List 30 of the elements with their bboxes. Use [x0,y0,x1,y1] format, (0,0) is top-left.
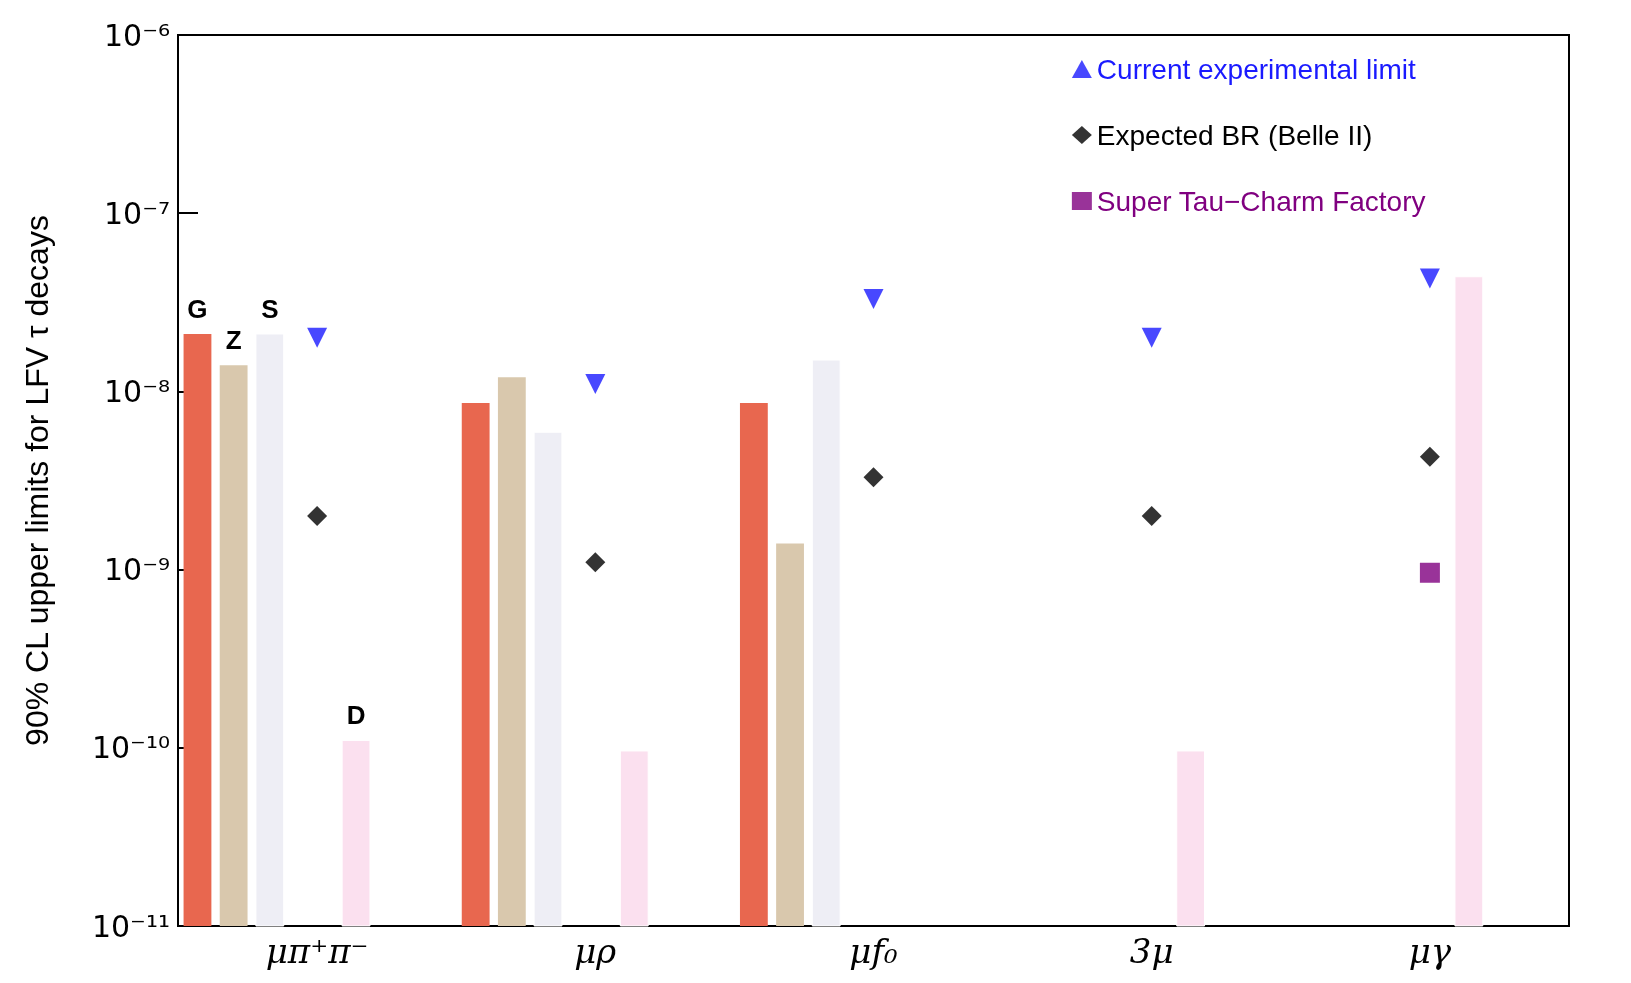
y-tick-label: 10⁻⁹ [103,552,170,588]
annotation: G [187,293,208,324]
point [1141,505,1162,526]
x-tick-label: μγ [1408,931,1452,971]
legend-label: Current experimental limit [1096,53,1417,85]
point [1419,268,1440,289]
point [307,327,328,348]
annotation: Z [225,325,242,356]
point [307,505,328,526]
x-tick-label: μρ [574,931,617,971]
legend-label: Super Tau−Charm Factory [1096,185,1426,217]
y-tick-label: 10⁻¹⁰ [91,730,170,766]
x-tick-label: 3μ [1129,931,1174,971]
point [1419,446,1440,467]
point [863,289,884,309]
point [1141,327,1162,348]
point [585,374,606,395]
annotation: S [261,293,279,324]
point [585,552,606,573]
x-tick-label: μf₀ [849,931,899,971]
annotation: D [346,700,366,731]
legend-label: Expected BR (Belle II) [1096,119,1373,151]
y-tick-label: 10⁻⁷ [103,195,170,231]
y-tick-label: 10⁻⁸ [103,373,170,409]
y-tick-label: 10⁻¹¹ [91,908,170,944]
x-tick-label: μπ⁺π⁻ [265,931,369,971]
y-axis-title: 90% CL upper limits for LFV τ decays [19,215,55,746]
y-tick-label: 10⁻⁶ [103,17,170,53]
point [863,467,884,488]
point [1419,562,1440,583]
